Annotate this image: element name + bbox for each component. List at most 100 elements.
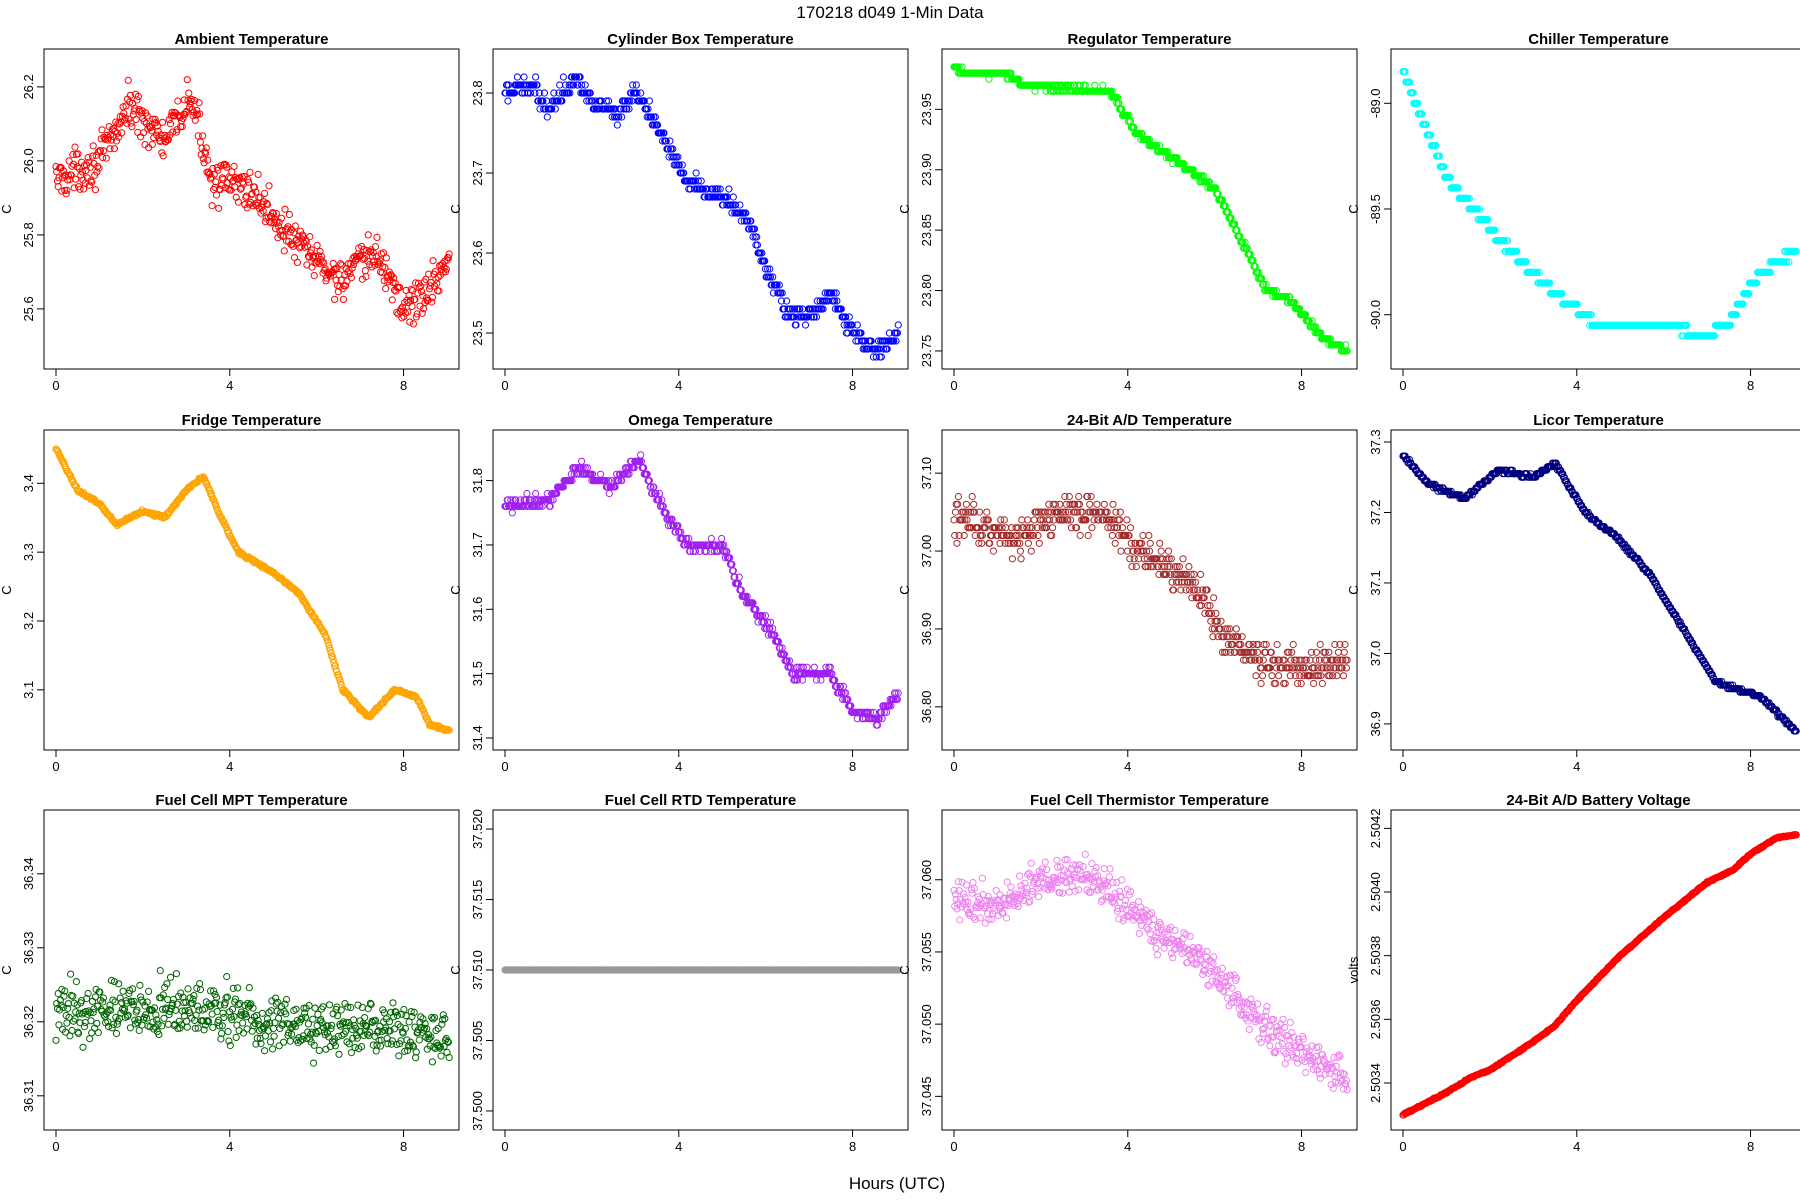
data-point [106, 145, 114, 153]
data-point [1185, 563, 1193, 571]
data-point [361, 1014, 369, 1022]
data-point [245, 178, 253, 186]
data-point [269, 1024, 277, 1033]
data-point [138, 107, 146, 115]
data-point [166, 973, 175, 981]
data-point [274, 1014, 283, 1022]
x-tick-label: 4 [226, 1139, 233, 1154]
data-point [1000, 516, 1008, 524]
data-point [426, 282, 434, 290]
data-point [127, 119, 135, 127]
data-point [250, 183, 258, 191]
data-point [618, 113, 626, 121]
y-tick-label: 26.2 [21, 74, 36, 99]
data-point [191, 116, 199, 124]
data-point [242, 192, 250, 200]
data-point [331, 265, 339, 273]
data-point [165, 116, 173, 124]
data-point [432, 275, 440, 283]
data-point [718, 534, 726, 543]
data-point [729, 193, 737, 201]
data-point [1217, 617, 1225, 625]
data-point [983, 508, 991, 516]
y-tick-label: 31.5 [470, 661, 485, 686]
data-point [364, 231, 372, 239]
data-point [281, 205, 289, 213]
data-point [1197, 570, 1205, 579]
data-point [572, 73, 581, 81]
data-point [950, 516, 958, 524]
data-point [280, 1038, 288, 1046]
data-point [191, 97, 199, 105]
data-point [79, 1043, 87, 1051]
data-point [306, 233, 314, 241]
data-point [112, 137, 121, 145]
y-tick-label: 26.0 [21, 148, 36, 173]
data-point [576, 73, 584, 81]
data-points [950, 492, 1351, 688]
panel-title: 24-Bit A/D Temperature [1067, 412, 1232, 429]
data-point [377, 1042, 385, 1050]
data-point [78, 168, 86, 176]
data-points [501, 451, 902, 729]
data-point [316, 247, 324, 256]
y-axis-label: C [1346, 204, 1361, 213]
data-point [69, 160, 78, 168]
data-point [1111, 539, 1119, 547]
data-point [258, 1009, 266, 1017]
data-point [373, 233, 381, 241]
data-point [183, 1023, 191, 1031]
data-point [535, 97, 543, 105]
plot-frame [941, 429, 1358, 751]
data-point [1093, 500, 1101, 508]
data-point [1259, 672, 1267, 680]
data-point [67, 171, 75, 179]
data-point [61, 186, 69, 194]
data-point [962, 500, 971, 508]
data-point [88, 997, 97, 1005]
data-point [310, 272, 318, 280]
data-point [71, 143, 79, 151]
data-point [192, 111, 200, 119]
data-point [139, 129, 148, 137]
data-point [315, 1046, 323, 1055]
data-point [602, 97, 611, 105]
data-point [88, 1029, 96, 1037]
data-point [1075, 492, 1083, 501]
data-point [210, 170, 218, 178]
panel-title: Fuel Cell MPT Temperature [155, 792, 347, 809]
data-point [76, 185, 84, 193]
data-point [223, 163, 231, 171]
x-tick-label: 0 [52, 378, 59, 393]
data-point [1334, 648, 1343, 656]
data-point [96, 147, 105, 155]
data-point [87, 1017, 95, 1025]
data-point [196, 138, 204, 146]
data-point [107, 136, 116, 144]
data-point [707, 534, 716, 543]
y-tick-label: 23.5 [470, 320, 485, 345]
data-point [213, 1008, 221, 1016]
data-point [435, 287, 443, 295]
x-tick-label: 4 [1573, 378, 1580, 393]
y-tick-label: 31.7 [470, 532, 485, 557]
data-point [113, 129, 121, 137]
y-tick-label: 23.75 [919, 335, 934, 368]
y-tick-label: 23.7 [470, 160, 485, 185]
data-point [953, 539, 961, 547]
data-point [263, 199, 271, 207]
data-point [133, 96, 141, 104]
data-point [968, 492, 976, 501]
data-point [72, 1008, 80, 1016]
data-point [1027, 547, 1035, 555]
data-point [102, 154, 110, 162]
data-point [442, 265, 450, 273]
data-point [413, 310, 421, 318]
data-point [951, 508, 960, 516]
data-point [162, 137, 170, 145]
y-axis-label: C [448, 585, 463, 594]
data-point [561, 81, 570, 89]
